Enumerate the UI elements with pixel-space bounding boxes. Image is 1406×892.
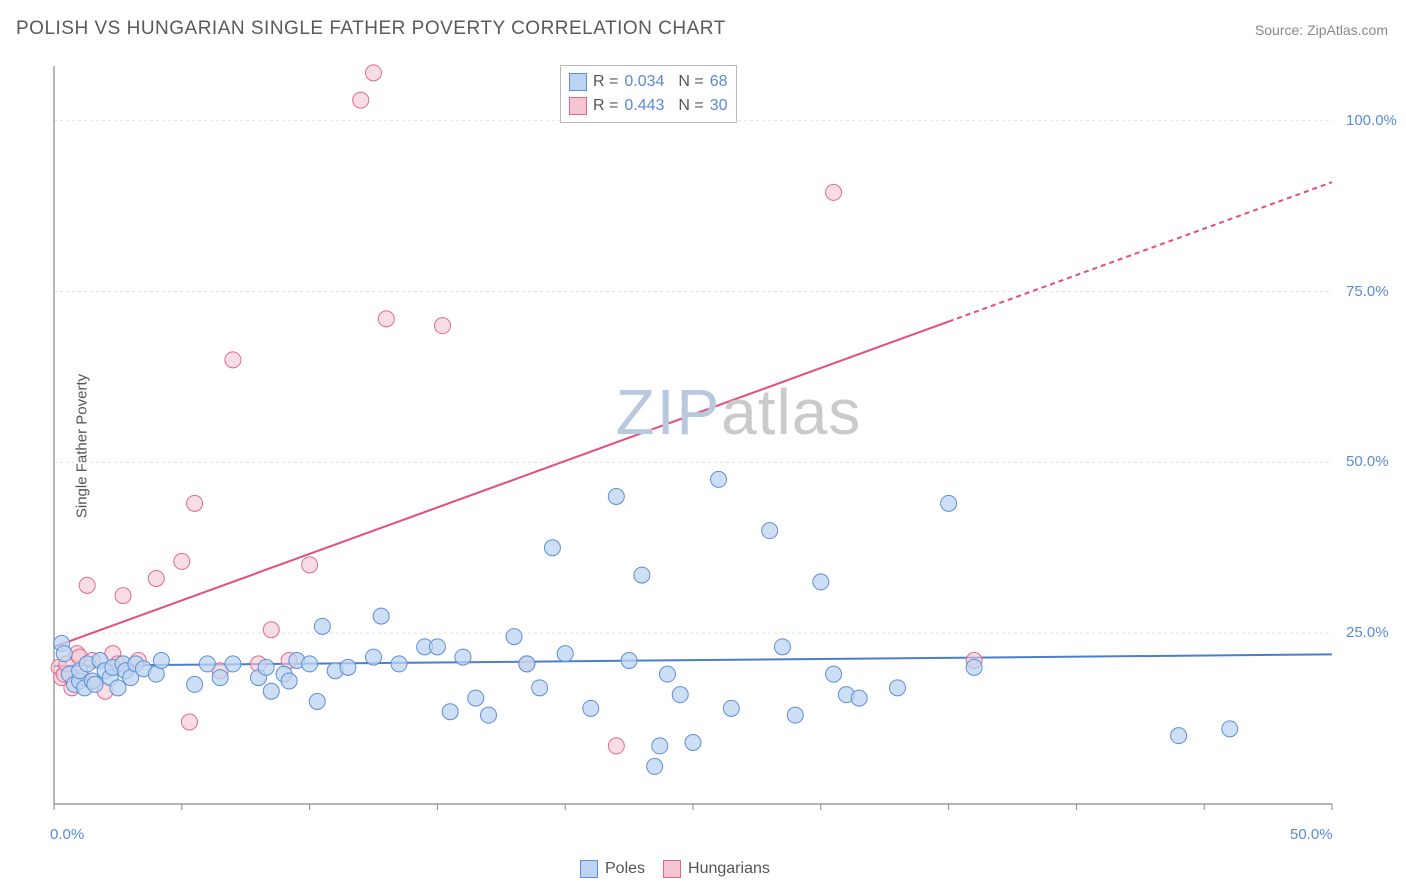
bottom-legend: Poles Hungarians — [580, 860, 770, 878]
legend-label-hungarians: Hungarians — [688, 860, 770, 878]
stats-r-label: R = — [593, 70, 618, 94]
stats-n-poles: 68 — [710, 70, 728, 94]
stats-n-hungarians: 30 — [710, 94, 728, 118]
stats-r-poles: 0.034 — [624, 70, 664, 94]
y-tick-label: 100.0% — [1346, 112, 1397, 129]
swatch-hungarians-bottom — [663, 860, 681, 878]
x-tick-label: 50.0% — [1290, 826, 1333, 843]
stats-legend-box: R = 0.034 N = 68 R = 0.443 N = 30 — [560, 65, 737, 123]
legend-label-poles: Poles — [605, 860, 645, 878]
chart-title: POLISH VS HUNGARIAN SINGLE FATHER POVERT… — [16, 18, 726, 40]
legend-item-poles: Poles — [580, 860, 645, 878]
stats-n-label: N = — [678, 70, 703, 94]
swatch-hungarians — [569, 97, 587, 115]
swatch-poles — [569, 73, 587, 91]
y-tick-label: 50.0% — [1346, 453, 1389, 470]
y-tick-label: 25.0% — [1346, 624, 1389, 641]
x-tick-label: 0.0% — [50, 826, 84, 843]
y-tick-label: 75.0% — [1346, 283, 1389, 300]
stats-row-hungarians: R = 0.443 N = 30 — [569, 94, 728, 118]
legend-item-hungarians: Hungarians — [663, 860, 770, 878]
swatch-poles-bottom — [580, 860, 598, 878]
scatter-plot — [48, 60, 1338, 810]
stats-r-label-2: R = — [593, 94, 618, 118]
stats-r-hungarians: 0.443 — [624, 94, 664, 118]
stats-row-poles: R = 0.034 N = 68 — [569, 70, 728, 94]
stats-n-label-2: N = — [678, 94, 703, 118]
source-label: Source: ZipAtlas.com — [1255, 22, 1388, 38]
